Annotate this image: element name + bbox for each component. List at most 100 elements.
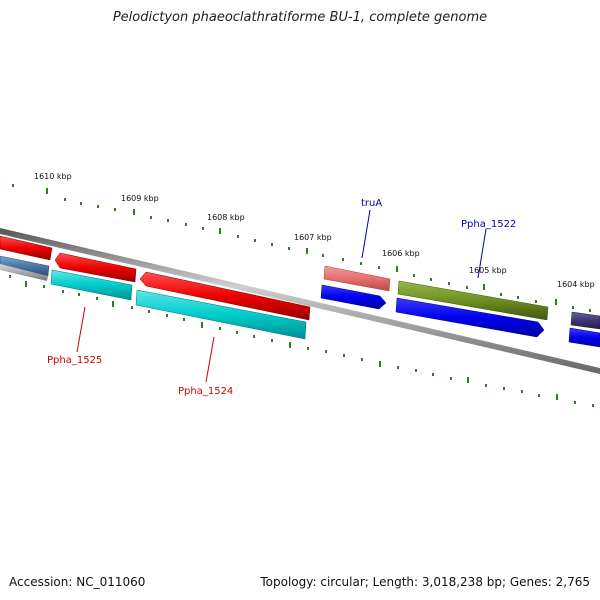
tick-mark: [500, 293, 502, 296]
inner-ticks: [9, 275, 594, 407]
tick-mark: [271, 243, 273, 246]
forward-strand: [0, 235, 600, 330]
tick-mark: [9, 275, 11, 278]
tick-mark: [237, 235, 239, 238]
gene-label-ppha-1524[interactable]: Ppha_1524: [178, 386, 233, 397]
tick-mark: [448, 282, 450, 285]
tick-mark: [183, 318, 185, 321]
tick-mark: [325, 350, 327, 353]
tick-mark: [589, 309, 591, 312]
leader-line: [76, 306, 86, 353]
accession-label: Accession: NC_011060: [9, 575, 146, 589]
tick-mark: [466, 286, 468, 289]
map-title: Pelodictyon phaeoclathratiforme BU-1, co…: [112, 10, 488, 25]
tick-mark: [574, 401, 576, 404]
gene-arrow-red[interactable]: [0, 235, 53, 261]
tick-mark: [307, 347, 309, 350]
gene-arrow-purple[interactable]: [570, 311, 600, 330]
tick-mark: [415, 369, 417, 372]
tick-mark: [150, 216, 152, 219]
tick-mark: [219, 327, 221, 330]
tick-mark: [517, 296, 519, 299]
tick-mark: [97, 205, 99, 208]
genome-summary: Topology: circular; Length: 3,018,238 bp…: [260, 575, 590, 589]
tick-mark: [80, 202, 82, 205]
leader-line: [205, 336, 215, 383]
tick-mark: [432, 373, 434, 376]
tick-mark: [397, 366, 399, 369]
tick-mark: [46, 188, 48, 194]
tick-mark: [592, 404, 594, 407]
tick-mark: [25, 281, 27, 287]
gene-arrow-trua[interactable]: [323, 265, 391, 292]
tick-mark: [201, 322, 203, 328]
tick-mark: [467, 377, 469, 383]
tick-mark: [288, 247, 290, 250]
genome-backbone: [0, 228, 600, 374]
scale-label: 1604 kbp: [557, 280, 595, 289]
tick-mark: [343, 354, 345, 357]
gene-label-trua[interactable]: truA: [361, 198, 382, 209]
tick-mark: [167, 219, 169, 222]
tick-mark: [450, 377, 452, 380]
tick-mark: [485, 384, 487, 387]
tick-mark: [379, 361, 381, 367]
tick-mark: [236, 331, 238, 334]
scale-label: 1610 kbp: [34, 172, 72, 181]
tick-mark: [503, 387, 505, 390]
tick-mark: [572, 306, 574, 309]
tick-mark: [322, 254, 324, 257]
tick-mark: [12, 184, 14, 187]
tick-mark: [253, 335, 255, 338]
tick-mark: [219, 228, 221, 234]
gene-label-ppha-1522[interactable]: Ppha_1522: [461, 219, 516, 230]
tick-mark: [43, 285, 45, 288]
tick-mark: [556, 394, 558, 400]
tick-mark: [166, 314, 168, 317]
tick-mark: [378, 266, 380, 269]
tick-mark: [430, 278, 432, 281]
tick-mark: [133, 209, 135, 215]
gene-label-ppha-1525[interactable]: Ppha_1525: [47, 355, 102, 366]
tick-mark: [483, 284, 485, 290]
tick-mark: [289, 342, 291, 348]
tick-mark: [413, 274, 415, 277]
tick-mark: [535, 300, 537, 303]
tick-mark: [254, 239, 256, 242]
tick-mark: [555, 299, 557, 305]
tick-mark: [538, 394, 540, 397]
tick-mark: [114, 208, 116, 211]
tick-mark: [185, 223, 187, 226]
leader-line: [361, 209, 371, 259]
tick-mark: [361, 358, 363, 361]
tick-mark: [202, 227, 204, 230]
gene-arrow-blue[interactable]: [320, 284, 387, 310]
tick-mark: [112, 301, 114, 307]
tick-mark: [306, 248, 308, 254]
scale-label: 1609 kbp: [121, 194, 159, 203]
gene-arrow-cyan[interactable]: [135, 289, 307, 340]
gene-arrow-cyan[interactable]: [50, 269, 133, 301]
scale-label: 1607 kbp: [294, 233, 332, 242]
tick-mark: [64, 198, 66, 201]
scale-label: 1605 kbp: [469, 266, 507, 275]
tick-mark: [521, 390, 523, 393]
tick-mark: [360, 262, 362, 265]
gene-arrow-red[interactable]: [54, 252, 137, 283]
gene-arrow-gray: [0, 264, 48, 281]
scale-label: 1606 kbp: [382, 249, 420, 258]
tick-mark: [78, 293, 80, 296]
scale-labels: 1610 kbp 1609 kbp 1608 kbp 1607 kbp 1606…: [34, 172, 595, 289]
reverse-strand: [0, 255, 600, 348]
tick-mark: [62, 290, 64, 293]
tick-mark: [342, 258, 344, 261]
gene-arrow-blue[interactable]: [568, 327, 600, 348]
tick-mark: [396, 266, 398, 272]
gene-labels: truA Ppha_1522 Ppha_1525 Ppha_1524: [47, 198, 516, 397]
tick-mark: [96, 297, 98, 300]
scale-label: 1608 kbp: [207, 213, 245, 222]
gene-arrow-blue[interactable]: [395, 297, 545, 338]
gene-arrow-ppha-1522[interactable]: [397, 280, 549, 321]
gene-arrow-red[interactable]: [139, 271, 311, 321]
